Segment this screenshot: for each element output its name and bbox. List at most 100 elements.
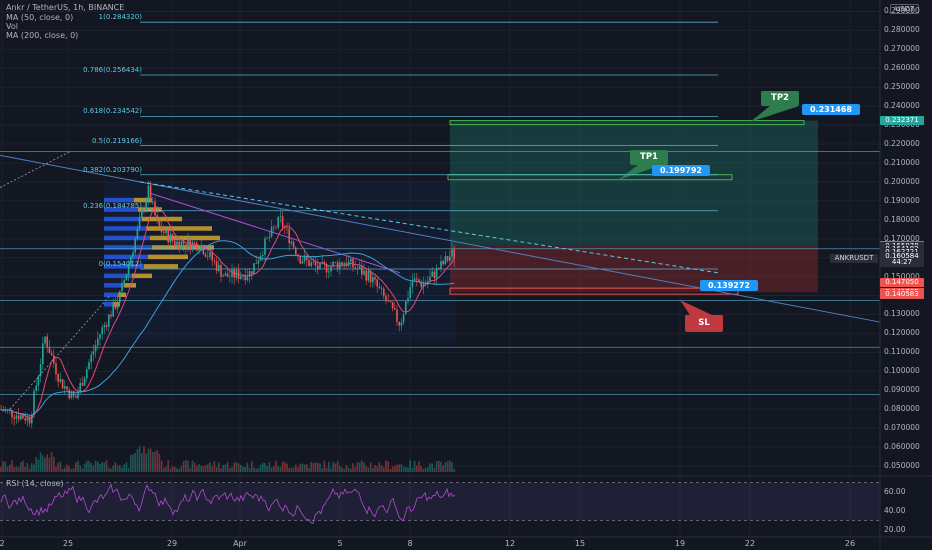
volume-bar bbox=[66, 464, 68, 472]
price-tick: 0.120000 bbox=[884, 328, 920, 338]
profile-bar-down bbox=[124, 283, 136, 288]
volume-bar bbox=[273, 465, 275, 472]
candle-body bbox=[57, 374, 59, 382]
volume-bar bbox=[165, 466, 167, 472]
volume-bar bbox=[90, 462, 92, 472]
volume-bar bbox=[288, 467, 290, 472]
volume-bar bbox=[400, 464, 403, 472]
volume-bars bbox=[0, 446, 455, 472]
volume-bar bbox=[350, 468, 352, 472]
sl-price-label[interactable]: 0.139272 bbox=[700, 280, 758, 291]
volume-bar bbox=[154, 451, 156, 472]
sl-callout[interactable]: SL bbox=[685, 315, 723, 332]
volume-bar bbox=[207, 464, 209, 472]
volume-bar bbox=[79, 465, 81, 472]
candle-body bbox=[114, 302, 117, 309]
symbol-title[interactable]: Ankr / TetherUS, 1h, BINANCE bbox=[6, 3, 125, 12]
volume-bar bbox=[301, 463, 304, 472]
volume-bar bbox=[427, 467, 429, 472]
price-tick: 0.130000 bbox=[884, 309, 920, 319]
volume-bar bbox=[367, 467, 370, 472]
candle-body bbox=[317, 265, 319, 270]
fib-level-label: 0.786(0.256434) bbox=[83, 66, 142, 74]
fibonacci-retracement[interactable] bbox=[0, 21, 880, 395]
fib-level-label: 0.618(0.234542) bbox=[83, 107, 142, 116]
candle-body bbox=[220, 264, 222, 277]
candle-body bbox=[64, 386, 66, 389]
volume-bar bbox=[358, 462, 361, 472]
volume-bar bbox=[308, 467, 310, 472]
rsi-line bbox=[0, 483, 456, 525]
time-tick: Apr bbox=[233, 539, 247, 548]
dotted-trend-line bbox=[0, 151, 71, 188]
volume-bar bbox=[189, 468, 191, 472]
volume-bar bbox=[196, 466, 198, 472]
volume-legend[interactable]: Vol bbox=[6, 22, 18, 31]
candle-body bbox=[108, 314, 110, 327]
candle-body bbox=[352, 258, 354, 268]
candle-body bbox=[312, 262, 315, 263]
candle-body bbox=[158, 220, 161, 228]
candle-body bbox=[400, 322, 403, 326]
candle-body bbox=[385, 295, 387, 302]
price-tick: 0.080000 bbox=[884, 404, 920, 414]
candle-body bbox=[39, 364, 42, 377]
sl-box bbox=[449, 287, 739, 295]
ma50-legend[interactable]: MA (50, close, 0) bbox=[6, 13, 74, 22]
candle-body bbox=[416, 278, 418, 280]
candle-body bbox=[191, 242, 194, 251]
candle-body bbox=[303, 255, 306, 262]
trend-lines[interactable] bbox=[0, 151, 881, 410]
candle-body bbox=[323, 262, 326, 264]
volume-bar bbox=[345, 465, 348, 472]
candle-body bbox=[442, 261, 444, 265]
currency-label[interactable]: USDT bbox=[890, 4, 920, 14]
volume-bar bbox=[246, 462, 249, 472]
price-tick: 0.280000 bbox=[884, 25, 920, 35]
volume-bar bbox=[86, 460, 88, 472]
candle-body bbox=[24, 418, 26, 421]
candle-body bbox=[446, 256, 449, 261]
candle-body bbox=[328, 271, 330, 273]
volume-bar bbox=[420, 466, 422, 472]
candle-body bbox=[246, 276, 249, 281]
moving-averages bbox=[0, 206, 455, 419]
volume-bar bbox=[160, 460, 163, 472]
ma200-legend[interactable]: MA (200, close, 0) bbox=[6, 31, 79, 40]
tp2-callout[interactable]: TP2 bbox=[761, 91, 799, 106]
tp2-price-label[interactable]: 0.231468 bbox=[802, 104, 860, 115]
rsi-tick: 60.00 bbox=[884, 487, 906, 496]
ma200-line bbox=[0, 240, 455, 416]
tp1-price-label[interactable]: 0.199792 bbox=[652, 165, 710, 176]
candle-body bbox=[132, 252, 134, 258]
volume-bar bbox=[213, 461, 216, 472]
volume-bar bbox=[24, 466, 26, 472]
volume-bar bbox=[387, 461, 389, 472]
volume-bar bbox=[446, 461, 449, 472]
volume-bar bbox=[83, 463, 86, 472]
candle-body bbox=[143, 210, 145, 211]
candle-body bbox=[94, 345, 97, 352]
candle-body bbox=[209, 252, 211, 257]
candle-body bbox=[37, 376, 40, 386]
candle-body bbox=[297, 254, 299, 256]
candle-body bbox=[398, 321, 400, 326]
price-tick: 0.260000 bbox=[884, 63, 920, 73]
candle-body bbox=[79, 383, 81, 393]
volume-bar bbox=[279, 467, 282, 472]
candle-body bbox=[130, 257, 132, 265]
volume-bar bbox=[409, 460, 411, 472]
volume-bar bbox=[306, 464, 308, 472]
tp1-callout[interactable]: TP1 bbox=[630, 150, 668, 165]
candle-body bbox=[288, 228, 290, 244]
price-badge: 0.160584 bbox=[880, 252, 924, 262]
volume-bar bbox=[284, 462, 286, 472]
position-zones[interactable] bbox=[447, 106, 818, 315]
candle-body bbox=[319, 262, 321, 270]
candle-body bbox=[200, 245, 202, 251]
profile-bar-up bbox=[104, 302, 114, 307]
volume-bar bbox=[116, 465, 119, 472]
time-tick: 8 bbox=[407, 539, 413, 548]
rsi-legend[interactable]: RSI (14, close) bbox=[6, 479, 64, 488]
